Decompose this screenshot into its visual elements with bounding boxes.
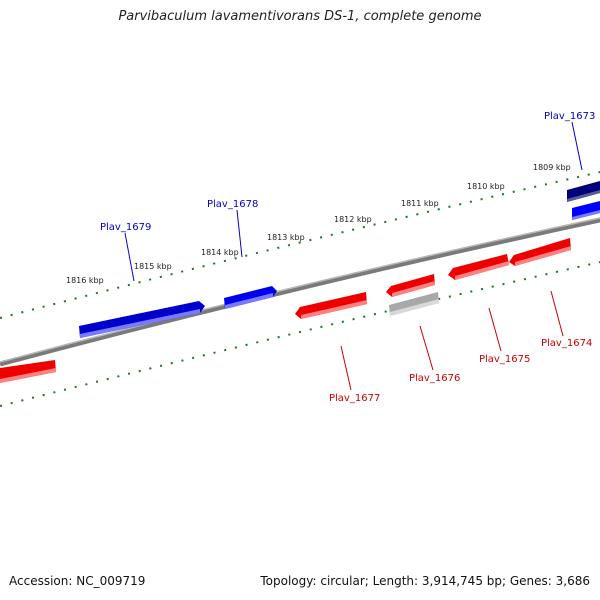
gene-label-plav-1677[interactable]: Plav_1677 <box>329 393 380 404</box>
kbp-labels: 1809 kbp 1810 kbp 1811 kbp 1812 kbp 1813… <box>66 163 571 285</box>
accession-text: Accession: NC_009719 <box>9 574 146 588</box>
gene-label-plav-1675[interactable]: Plav_1675 <box>479 354 530 365</box>
gene-label-plav-1673[interactable]: Plav_1673 <box>544 111 595 122</box>
gene-plav-1676[interactable] <box>386 274 439 316</box>
kbp-label: 1816 kbp <box>66 276 104 285</box>
gene-plav-1678[interactable] <box>224 286 277 309</box>
gene-partial-left[interactable] <box>0 360 56 383</box>
lower-ruler <box>0 261 600 407</box>
kbp-label: 1809 kbp <box>533 163 571 172</box>
kbp-label: 1810 kbp <box>467 182 505 191</box>
gene-plav-1673[interactable] <box>567 181 600 220</box>
kbp-label: 1813 kbp <box>267 233 305 242</box>
gene-labels: Plav_1673 Plav_1678 Plav_1679 Plav_1674 … <box>100 111 595 404</box>
gene-label-plav-1676[interactable]: Plav_1676 <box>409 373 460 384</box>
kbp-label: 1814 kbp <box>201 248 239 257</box>
gene-label-plav-1674[interactable]: Plav_1674 <box>541 338 592 349</box>
gene-plav-1675[interactable] <box>448 254 509 280</box>
leader-lines <box>124 121 583 391</box>
kbp-label: 1811 kbp <box>401 199 439 208</box>
gene-plav-1677[interactable] <box>295 292 367 319</box>
gene-plav-1674[interactable] <box>509 238 571 266</box>
genome-summary-text: Topology: circular; Length: 3,914,745 bp… <box>260 574 590 588</box>
gene-plav-1679[interactable] <box>79 301 205 338</box>
kbp-label: 1815 kbp <box>134 262 172 271</box>
gene-label-plav-1679[interactable]: Plav_1679 <box>100 222 151 233</box>
genome-backbone <box>0 217 600 367</box>
map-title: Parvibaculum lavamentivorans DS-1, compl… <box>118 9 482 24</box>
upper-ruler <box>0 171 600 319</box>
kbp-label: 1812 kbp <box>334 215 372 224</box>
gene-label-plav-1678[interactable]: Plav_1678 <box>207 199 258 210</box>
